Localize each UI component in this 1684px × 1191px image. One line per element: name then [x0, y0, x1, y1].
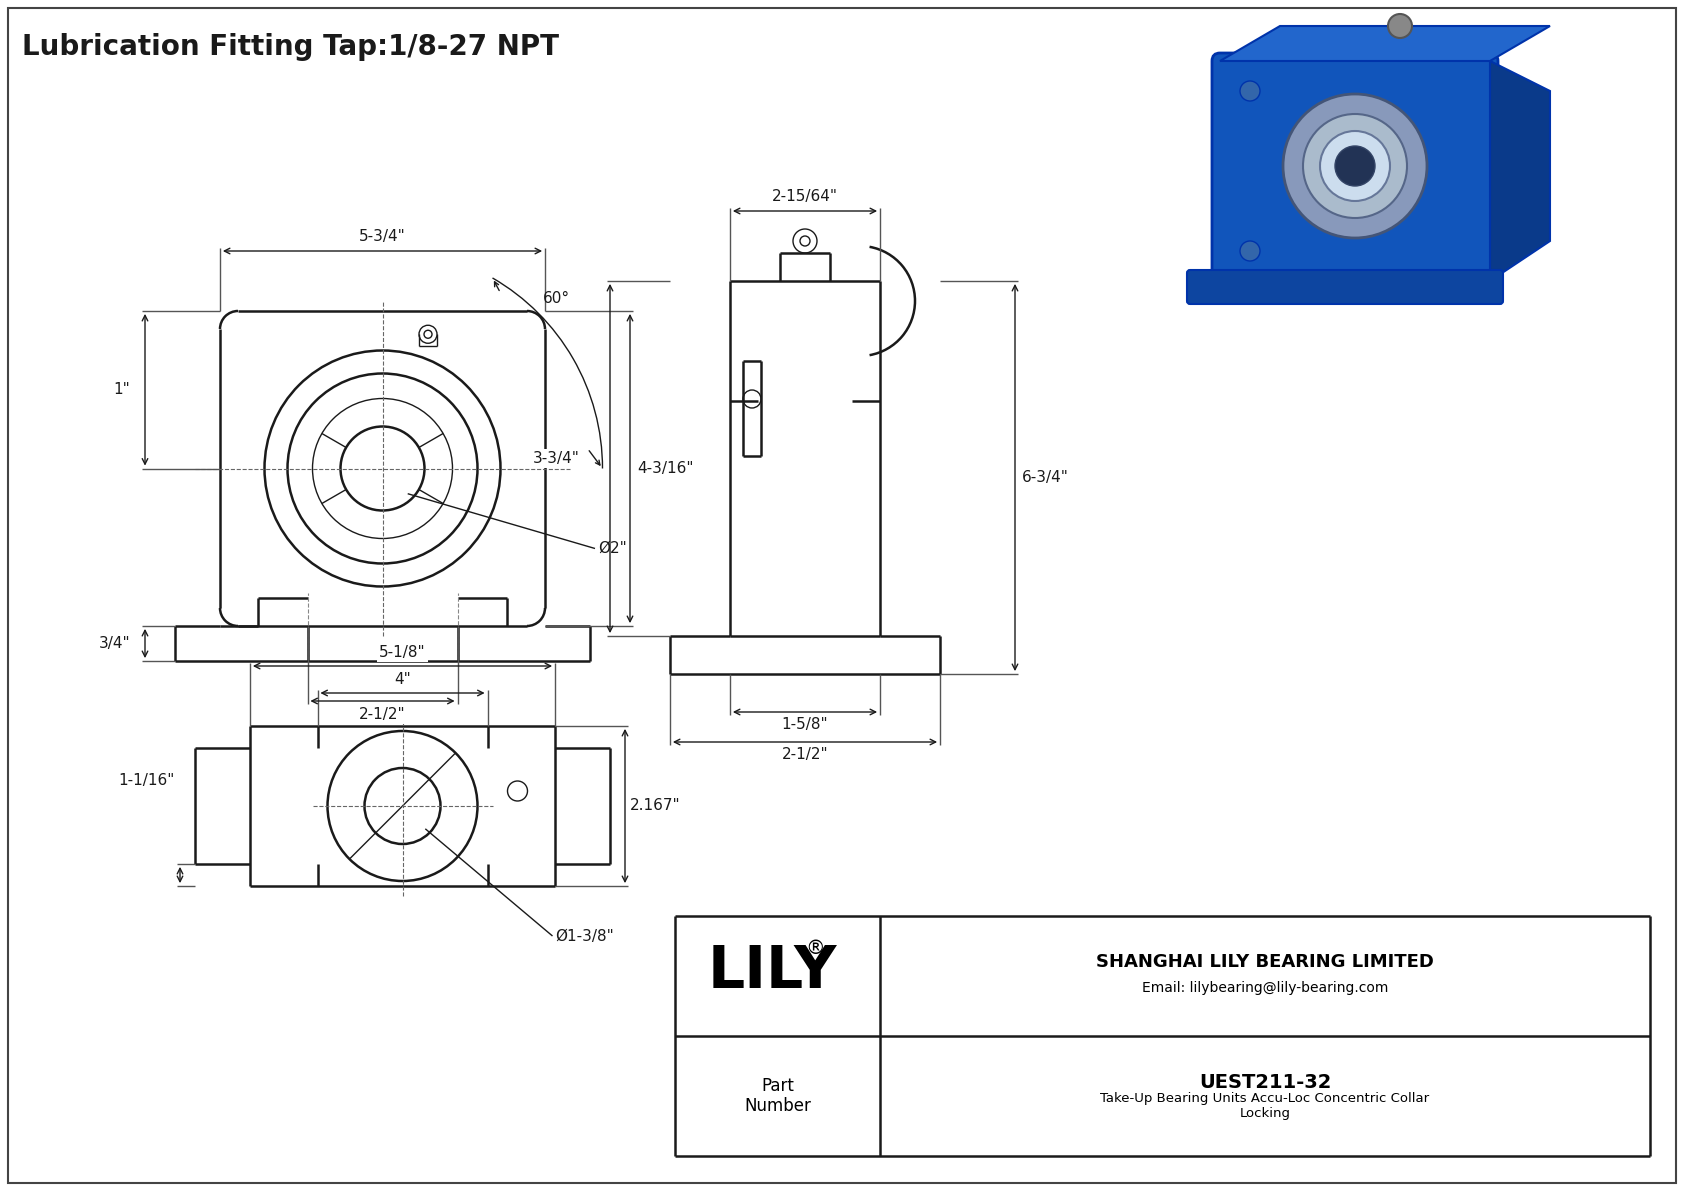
Circle shape — [1335, 146, 1376, 186]
Circle shape — [1239, 241, 1260, 261]
Text: 2-1/2": 2-1/2" — [359, 706, 406, 722]
Text: 4-3/16": 4-3/16" — [637, 461, 694, 476]
Circle shape — [1303, 114, 1408, 218]
Circle shape — [1388, 14, 1411, 38]
Text: 5-3/4": 5-3/4" — [359, 230, 406, 244]
Text: Part
Number: Part Number — [744, 1077, 812, 1116]
Circle shape — [1320, 131, 1389, 201]
Polygon shape — [1219, 26, 1549, 61]
Text: 5-1/8": 5-1/8" — [379, 644, 426, 660]
Text: 2-1/2": 2-1/2" — [781, 748, 829, 762]
Text: 4": 4" — [394, 673, 411, 687]
Text: Ø1-3/8": Ø1-3/8" — [556, 929, 615, 943]
FancyBboxPatch shape — [1212, 54, 1499, 289]
Text: 3/4": 3/4" — [98, 636, 130, 651]
Text: 60°: 60° — [542, 291, 569, 306]
Text: ®: ® — [805, 939, 825, 958]
Text: Ø2": Ø2" — [598, 541, 626, 556]
Text: 1": 1" — [113, 382, 130, 398]
Circle shape — [1283, 94, 1426, 238]
Text: 1-1/16": 1-1/16" — [118, 773, 175, 788]
Text: UEST211-32: UEST211-32 — [1199, 1073, 1330, 1091]
Polygon shape — [1490, 61, 1549, 281]
Text: 3-3/4": 3-3/4" — [534, 451, 579, 466]
Text: Take-Up Bearing Units Accu-Loc Concentric Collar
Locking: Take-Up Bearing Units Accu-Loc Concentri… — [1100, 1092, 1430, 1120]
FancyBboxPatch shape — [1187, 270, 1504, 304]
Text: Lubrication Fitting Tap:1/8-27 NPT: Lubrication Fitting Tap:1/8-27 NPT — [22, 33, 559, 61]
Text: 2-15/64": 2-15/64" — [771, 189, 839, 205]
Text: LILY: LILY — [707, 942, 837, 999]
Text: 2.167": 2.167" — [630, 798, 680, 813]
Circle shape — [1239, 81, 1260, 101]
Text: 1-5/8": 1-5/8" — [781, 717, 829, 732]
Text: 6-3/4": 6-3/4" — [1022, 470, 1068, 485]
Text: SHANGHAI LILY BEARING LIMITED: SHANGHAI LILY BEARING LIMITED — [1096, 953, 1435, 971]
Text: Email: lilybearing@lily-bearing.com: Email: lilybearing@lily-bearing.com — [1142, 981, 1388, 994]
